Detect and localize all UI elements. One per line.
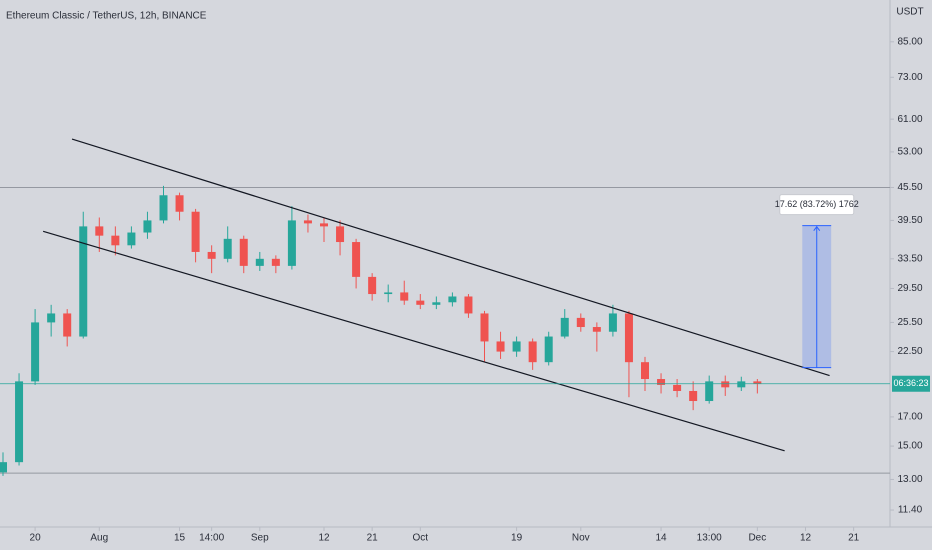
trend-line (71, 138, 830, 377)
candle-body (673, 384, 682, 391)
candle-body (336, 226, 345, 243)
candle-body (207, 251, 216, 259)
candle-body (223, 238, 232, 259)
measure-label: 17.62 (83.72%) 1762 (775, 199, 859, 209)
candle-body (432, 302, 441, 305)
candle-body (528, 341, 537, 363)
y-tick-label: 61.00 (897, 114, 922, 125)
candle-body (592, 327, 601, 332)
candle-body (111, 235, 120, 246)
candle-body (624, 313, 633, 363)
x-tick-label: 21 (367, 533, 379, 544)
candle-body (320, 223, 328, 227)
candle-body (657, 379, 666, 385)
candle-body (400, 292, 409, 301)
candle-body (175, 195, 184, 212)
candle-body (496, 341, 505, 352)
candle-body (737, 381, 746, 388)
x-tick-label: 12 (318, 533, 330, 544)
candle-body (416, 300, 425, 305)
candle-body (255, 258, 264, 266)
unit-label: USDT (896, 7, 923, 18)
candle-body (464, 296, 473, 314)
candle-body (239, 238, 248, 266)
y-tick-label: 22.50 (897, 346, 922, 357)
candle-body (63, 313, 72, 337)
chart-title: Ethereum Classic / TetherUS, 12h, BINANC… (6, 11, 207, 22)
candle-body (47, 313, 56, 323)
candle-body (608, 313, 617, 332)
y-tick-label: 39.50 (897, 215, 922, 226)
candle-body (544, 336, 553, 363)
x-tick-label: 14:00 (199, 533, 224, 544)
candle-body (0, 462, 7, 473)
measure-label-box (779, 194, 855, 216)
candle-body (753, 381, 762, 384)
candle-body (641, 362, 649, 380)
candle-body (512, 341, 521, 352)
candle-body (352, 242, 361, 277)
measure-arrow-head (813, 225, 821, 231)
candle-body (480, 313, 489, 342)
candle-body (127, 232, 136, 246)
x-tick-label: Oct (413, 533, 429, 544)
candle-body (79, 226, 88, 337)
x-tick-label: Aug (90, 533, 108, 544)
y-tick-label: 11.40 (898, 505, 923, 516)
candle-body (31, 322, 40, 382)
x-tick-label: 20 (30, 533, 42, 544)
y-tick-label: 15.00 (897, 441, 922, 452)
y-tick-label: 73.00 (897, 72, 922, 83)
candle-body (721, 381, 730, 388)
x-tick-label: 15 (174, 533, 186, 544)
y-tick-label: 29.50 (897, 283, 922, 294)
candle-body (705, 381, 714, 402)
candle-body (159, 195, 168, 221)
x-tick-label: 19 (511, 533, 523, 544)
x-tick-label: Dec (748, 533, 766, 544)
y-tick-label: 17.00 (897, 412, 922, 423)
x-tick-label: 13:00 (697, 533, 722, 544)
candle-body (15, 381, 24, 463)
candle-body (271, 258, 280, 266)
candle-body (303, 220, 312, 224)
x-tick-label: 21 (848, 533, 860, 544)
candle-body (689, 390, 698, 402)
y-tick-label: 33.50 (897, 253, 922, 264)
y-tick-label: 13.00 (897, 474, 922, 485)
candle-body (95, 226, 104, 236)
price-tag: 06:36:23 (893, 378, 928, 388)
candle-body (191, 211, 200, 252)
candle-body (143, 220, 152, 233)
candle-body (368, 276, 377, 295)
price-tag-box (892, 375, 930, 392)
x-tick-label: Nov (572, 533, 590, 544)
candle-body (384, 292, 393, 295)
candle-body (576, 317, 585, 328)
y-tick-label: 53.00 (897, 147, 922, 158)
x-tick-label: 12 (800, 533, 812, 544)
x-tick-label: Sep (251, 533, 269, 544)
y-tick-label: 45.50 (897, 182, 922, 193)
x-tick-label: 14 (655, 533, 667, 544)
trend-line (42, 230, 785, 452)
candle-body (448, 296, 457, 303)
y-tick-label: 25.50 (897, 317, 922, 328)
candle-body (287, 220, 296, 266)
y-tick-label: 85.00 (897, 36, 922, 47)
candle-body (560, 317, 569, 337)
